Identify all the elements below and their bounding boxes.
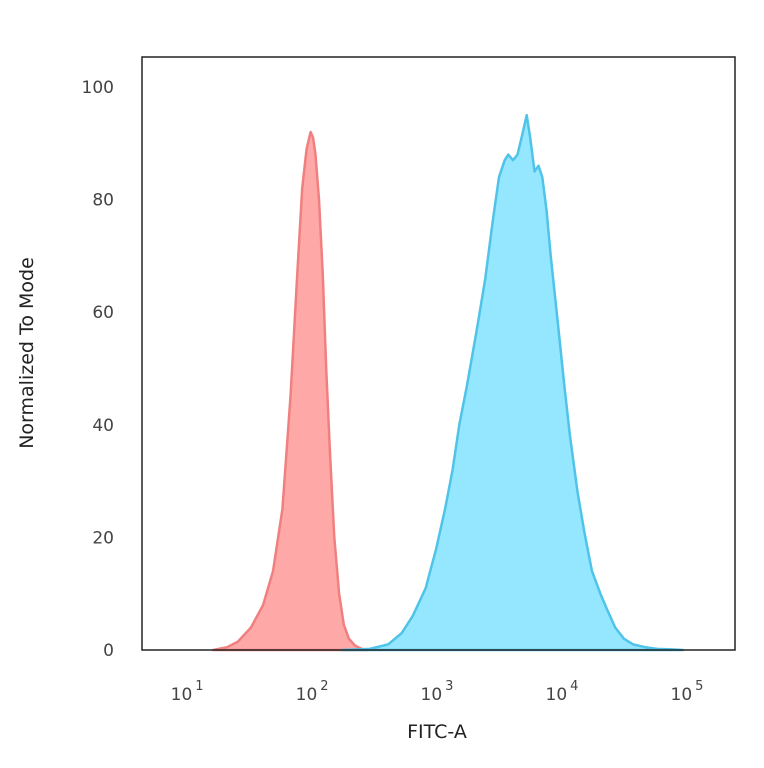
x-tick-label: 10 5 <box>671 679 704 705</box>
y-tick-label: 40 <box>92 416 114 436</box>
x-tick-label: 10 4 <box>546 679 579 705</box>
y-tick-label: 20 <box>92 528 114 548</box>
y-axis-title: Normalized To Mode <box>16 257 38 449</box>
x-tick-label: 10 3 <box>421 679 454 705</box>
y-tick-label: 100 <box>82 78 114 98</box>
x-axis-title: FITC-A <box>407 721 467 743</box>
x-tick-label: 10 1 <box>171 679 204 705</box>
y-axis: 0 20 40 60 80 100 <box>82 78 114 661</box>
histogram-series-1 <box>212 130 370 652</box>
plot-frame <box>141 56 736 651</box>
y-tick-label: 80 <box>92 191 114 211</box>
series-layer <box>212 113 685 652</box>
histogram-series-2 <box>340 113 685 652</box>
y-tick-label: 0 <box>103 641 114 661</box>
x-axis: 10 1 10 2 10 3 10 4 10 5 <box>171 679 704 705</box>
x-tick-label: 10 2 <box>296 679 329 705</box>
y-tick-label: 60 <box>92 303 114 323</box>
